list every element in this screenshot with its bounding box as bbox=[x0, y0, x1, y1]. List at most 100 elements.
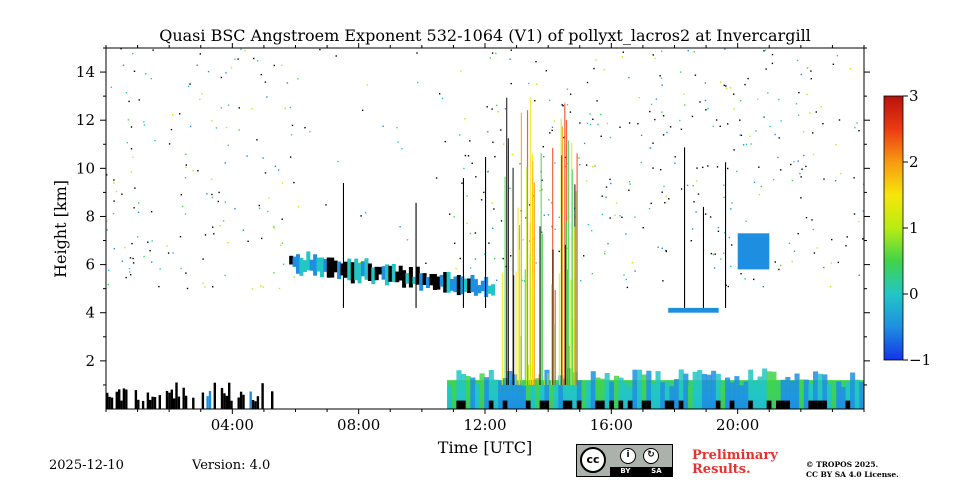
boundary-cell bbox=[757, 376, 763, 409]
noise-pixel bbox=[441, 97, 444, 100]
surface-cell bbox=[146, 392, 150, 409]
surface-cell bbox=[110, 397, 114, 409]
noise-pixel bbox=[812, 132, 814, 134]
noise-pixel bbox=[511, 153, 514, 156]
streak bbox=[564, 103, 566, 386]
copyright-line2: CC BY SA 4.0 License. bbox=[806, 470, 899, 479]
noise-pixel bbox=[586, 122, 589, 125]
noise-pixel bbox=[601, 213, 604, 216]
noise-pixel bbox=[187, 85, 190, 88]
boundary-cell bbox=[632, 369, 638, 409]
noise-pixel bbox=[180, 194, 182, 196]
noise-pixel bbox=[553, 120, 555, 122]
boundary-cell bbox=[789, 380, 795, 409]
noise-pixel bbox=[719, 125, 721, 127]
noise-pixel bbox=[662, 115, 665, 117]
surface-cell bbox=[230, 400, 233, 409]
noise-pixel bbox=[505, 265, 507, 268]
noise-pixel bbox=[151, 240, 153, 242]
noise-pixel bbox=[840, 173, 842, 175]
boundary-cell bbox=[595, 377, 601, 409]
noise-pixel bbox=[600, 135, 602, 137]
noise-pixel bbox=[622, 51, 624, 53]
boundary-cell bbox=[808, 384, 814, 409]
noise-pixel bbox=[858, 130, 860, 132]
noise-pixel bbox=[845, 245, 847, 247]
feature-3 bbox=[737, 233, 770, 270]
noise-pixel bbox=[289, 156, 292, 158]
noise-pixel bbox=[762, 286, 764, 288]
noise-pixel bbox=[679, 119, 681, 122]
boundary-cell bbox=[512, 374, 518, 409]
surface-cell bbox=[251, 400, 255, 409]
noise-pixel bbox=[202, 258, 204, 260]
streak bbox=[541, 233, 544, 385]
boundary-cell bbox=[715, 400, 721, 409]
noise-pixel bbox=[534, 100, 536, 102]
boundary-cell bbox=[544, 369, 550, 409]
noise-pixel bbox=[629, 183, 631, 185]
noise-pixel bbox=[729, 87, 732, 89]
layer-cell bbox=[326, 257, 331, 278]
boundary-cell bbox=[637, 369, 643, 409]
surface-cell bbox=[182, 387, 185, 409]
noise-pixel bbox=[359, 262, 362, 264]
layer-cell bbox=[467, 278, 472, 293]
layer-cell bbox=[419, 273, 424, 291]
noise-pixel bbox=[696, 180, 698, 182]
boundary-cell bbox=[780, 400, 786, 409]
feature-block bbox=[737, 233, 770, 270]
noise-pixel bbox=[747, 77, 749, 80]
noise-pixel bbox=[143, 255, 145, 258]
boundary-cell bbox=[465, 376, 471, 409]
boundary-cell bbox=[794, 373, 800, 409]
layer-cell bbox=[487, 285, 492, 294]
noise-pixel bbox=[224, 201, 226, 203]
boundary-cell bbox=[558, 375, 564, 409]
noise-pixel bbox=[849, 67, 851, 70]
noise-pixel bbox=[550, 202, 553, 204]
noise-pixel bbox=[238, 129, 240, 131]
noise-pixel bbox=[604, 250, 606, 253]
boundary-cell bbox=[822, 374, 828, 409]
noise-pixel bbox=[594, 165, 596, 167]
noise-pixel bbox=[469, 232, 472, 235]
boundary-cell bbox=[576, 380, 582, 409]
boundary-cell bbox=[748, 400, 754, 409]
noise-pixel bbox=[280, 244, 282, 246]
noise-pixel bbox=[273, 226, 275, 228]
noise-pixel bbox=[224, 274, 226, 277]
noise-pixel bbox=[777, 156, 779, 159]
layer-cell bbox=[388, 265, 393, 282]
noise-pixel bbox=[652, 142, 654, 144]
noise-pixel bbox=[795, 103, 798, 105]
boundary-cell bbox=[706, 374, 712, 409]
streak bbox=[565, 221, 567, 385]
noise-pixel bbox=[466, 222, 468, 225]
noise-pixel bbox=[654, 118, 656, 121]
noise-pixel bbox=[543, 214, 545, 216]
noise-pixel bbox=[797, 233, 799, 235]
noise-pixel bbox=[583, 255, 585, 257]
noise-pixel bbox=[579, 122, 581, 124]
boundary-cell bbox=[600, 400, 606, 409]
sa-label: SA bbox=[651, 467, 662, 475]
boundary-cell bbox=[752, 380, 758, 409]
noise-pixel bbox=[113, 200, 115, 202]
noise-pixel bbox=[491, 108, 493, 110]
noise-pixel bbox=[666, 131, 668, 134]
noise-pixel bbox=[268, 197, 270, 199]
y-tick-label: 14 bbox=[76, 63, 95, 81]
surface-cell bbox=[225, 395, 228, 409]
colorbar-tick-label: −1 bbox=[909, 351, 931, 369]
noise-pixel bbox=[705, 109, 707, 111]
noise-pixel bbox=[500, 129, 502, 131]
noise-pixel bbox=[790, 163, 792, 166]
boundary-cell bbox=[502, 378, 508, 409]
noise-pixel bbox=[397, 141, 399, 143]
boundary-cell bbox=[572, 372, 578, 409]
noise-pixel bbox=[189, 83, 191, 85]
noise-pixel bbox=[657, 246, 659, 248]
layer-cell bbox=[408, 267, 413, 288]
